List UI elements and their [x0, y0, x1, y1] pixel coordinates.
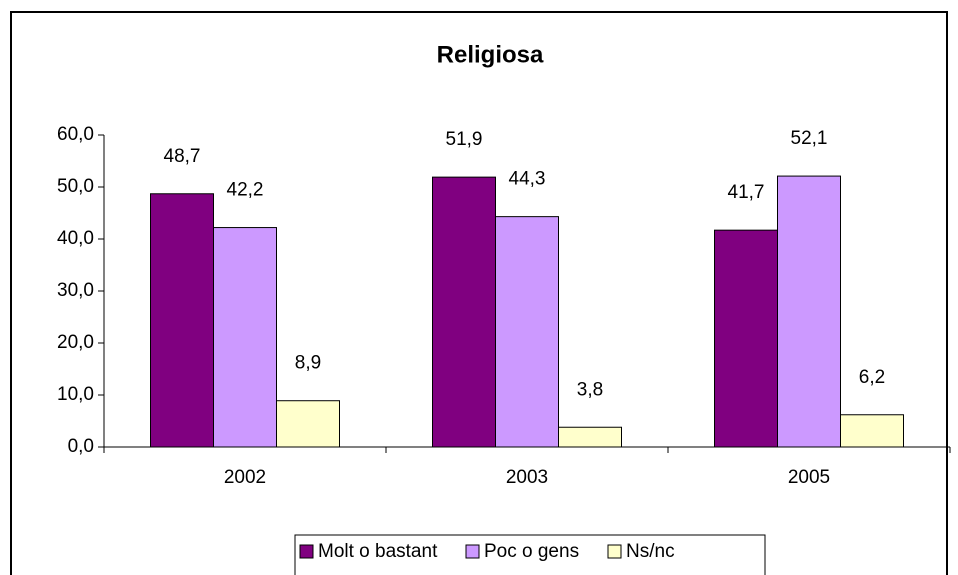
y-tick-label: 40,0 [57, 228, 94, 249]
bar [558, 426, 622, 448]
bar [714, 229, 778, 448]
bar [777, 175, 841, 448]
legend-label: Molt o bastant [318, 541, 438, 562]
value-label: 6,2 [859, 367, 885, 388]
value-label: 42,2 [227, 180, 264, 201]
legend-swatch [607, 544, 622, 559]
x-tick-label: 2002 [224, 467, 266, 488]
y-tick-label: 30,0 [57, 280, 94, 301]
y-tick-label: 60,0 [57, 124, 94, 145]
legend-label: Poc o gens [484, 541, 579, 562]
value-label: 52,1 [791, 128, 828, 149]
bar [495, 216, 559, 448]
value-label: 44,3 [509, 169, 546, 190]
chart-title: Religiosa [437, 41, 544, 68]
bar [840, 414, 904, 448]
bar [150, 193, 214, 448]
y-tick-label: 50,0 [57, 176, 94, 197]
x-tick-label: 2005 [788, 467, 830, 488]
value-label: 3,8 [577, 379, 603, 400]
bar [432, 176, 496, 448]
y-tick-label: 10,0 [57, 384, 94, 405]
legend-swatch [465, 544, 480, 559]
legend-label: Ns/nc [626, 541, 675, 562]
y-tick-label: 20,0 [57, 332, 94, 353]
value-label: 51,9 [446, 129, 483, 150]
legend-box [294, 534, 766, 575]
legend-swatch [299, 544, 314, 559]
value-label: 48,7 [164, 146, 201, 167]
bar [276, 400, 340, 448]
bar [213, 227, 277, 448]
y-tick-label: 0,0 [68, 436, 94, 457]
value-label: 8,9 [295, 353, 321, 374]
value-label: 41,7 [728, 182, 765, 203]
x-tick-label: 2003 [506, 467, 548, 488]
